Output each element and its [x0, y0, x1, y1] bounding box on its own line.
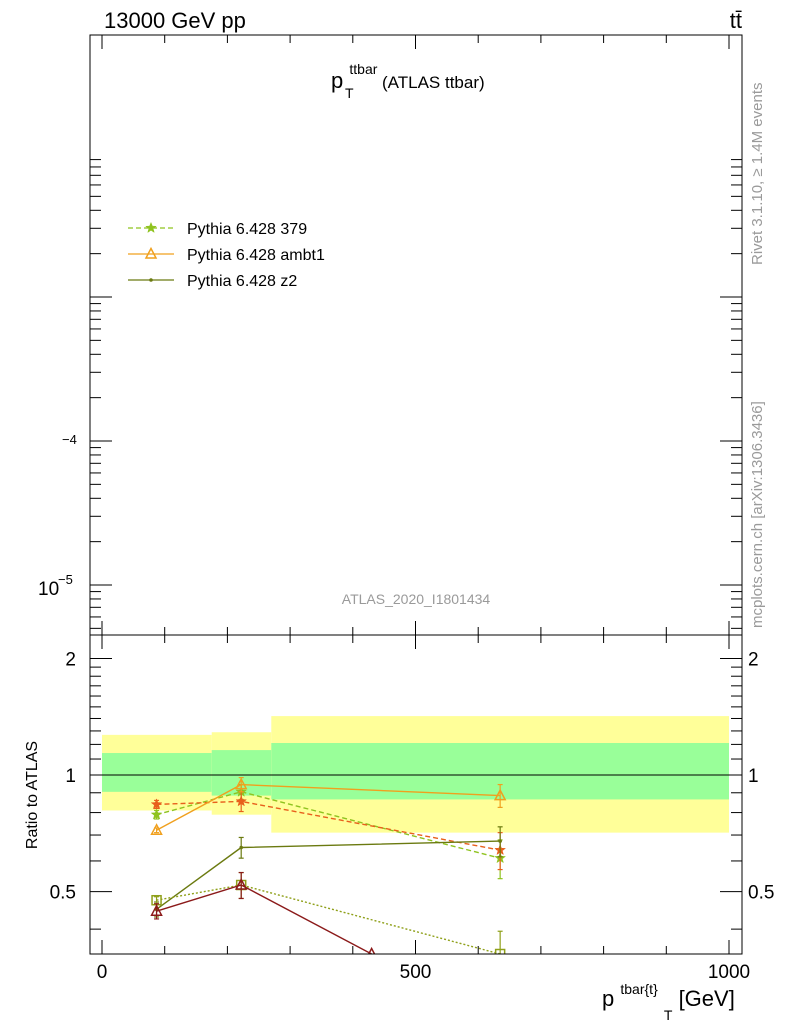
main-title-rest: (ATLAS ttbar) — [382, 73, 485, 92]
series-square-open — [151, 871, 506, 954]
data-point — [234, 877, 248, 890]
data-point — [235, 795, 248, 807]
ratio-series-group — [150, 776, 507, 954]
mcplots-label: mcplots.cern.ch [arXiv:1306.3436] — [749, 401, 766, 628]
main-panel: p ttbar T (ATLAS ttbar) Pythia 6.428 379… — [38, 34, 743, 636]
x-axis-label-sub: T — [664, 1007, 673, 1023]
main-panel-frame — [89, 34, 743, 636]
main-title-p: p — [331, 68, 343, 93]
y-tick-label-1e-4-exp: −4 — [62, 432, 77, 447]
data-point — [234, 777, 248, 790]
legend: Pythia 6.428 379 Pythia 6.428 ambt1 Pythia… — [128, 221, 325, 290]
legend-marker — [144, 246, 158, 259]
series-line — [156, 840, 501, 910]
x-axis-label-p: p — [602, 986, 614, 1011]
data-point — [239, 845, 243, 850]
data-point — [150, 798, 163, 810]
data-point — [493, 788, 507, 801]
main-title-sup: ttbar — [349, 61, 377, 77]
ratio-y-tick-label: 2 — [65, 650, 76, 671]
series-pythia-6-428-ambt1 — [150, 776, 507, 836]
data-point — [150, 904, 163, 916]
data-point — [150, 823, 163, 836]
series-star — [150, 791, 507, 871]
main-title-sub: T — [345, 85, 354, 101]
legend-entry: Pythia 6.428 ambt1 — [128, 246, 325, 264]
analysis-watermark: ATLAS_2020_I1801434 — [342, 591, 491, 607]
header-right: tt̄ — [730, 8, 742, 33]
ratio-y-tick-label: 1 — [65, 766, 76, 787]
ratio-x-tick-label: 500 — [400, 962, 432, 983]
x-axis-label-sup: tbar{t} — [620, 981, 658, 997]
ratio-x-tick-label: 0 — [97, 962, 108, 983]
ratio-y-tick-label-right: 1 — [748, 766, 759, 787]
legend-label: Pythia 6.428 379 — [187, 221, 307, 238]
ratio-y-ticks: 0.5 0.5 1 1 2 2 — [50, 650, 774, 930]
ratio-panel: 0.5 0.5 1 1 2 2 0 500 1000 Ratio to ATLAS p tba… — [24, 634, 774, 1024]
main-y-ticks — [90, 159, 742, 629]
ratio-y-axis-label: Ratio to ATLAS — [24, 741, 41, 849]
ratio-series — [150, 776, 507, 954]
ratio-y-tick-label-right: 2 — [748, 650, 759, 671]
legend-label: Pythia 6.428 z2 — [187, 273, 297, 290]
legend-marker — [145, 221, 157, 233]
legend-label: Pythia 6.428 ambt1 — [187, 247, 325, 264]
series-triangle-open — [150, 871, 376, 954]
rivet-version-label: Rivet 3.1.10, ≥ 1.4M events — [749, 83, 766, 266]
ratio-y-tick-label: 0.5 — [50, 883, 76, 904]
y-tick-label-1e-5-base: 10 — [38, 579, 59, 600]
data-point — [494, 948, 506, 954]
series-line — [156, 791, 501, 859]
ratio-bands — [102, 716, 729, 833]
data-point — [367, 946, 376, 954]
data-point — [498, 839, 502, 843]
y-tick-label-1e-5-exp: −5 — [58, 572, 73, 587]
ratio-x-tick-label: 1000 — [708, 962, 750, 983]
legend-entry: Pythia 6.428 z2 — [128, 273, 297, 290]
legend-entry: Pythia 6.428 379 — [128, 221, 307, 238]
x-axis-label-rest: [GeV] — [679, 986, 735, 1011]
x-axis-label: p tbar{t} T [GeV] — [602, 974, 735, 1024]
uncertainty-band-green — [102, 753, 212, 792]
ratio-y-tick-label-right: 0.5 — [748, 883, 774, 904]
ratio-x-ticks: 0 500 1000 — [97, 635, 750, 983]
main-x-ticks — [101, 35, 730, 635]
legend-marker — [149, 278, 153, 282]
data-point — [150, 808, 163, 820]
main-title: p ttbar T (ATLAS ttbar) — [331, 54, 485, 103]
series-line — [156, 884, 501, 954]
header-left: 13000 GeV pp — [104, 8, 246, 33]
series-line — [156, 884, 372, 954]
